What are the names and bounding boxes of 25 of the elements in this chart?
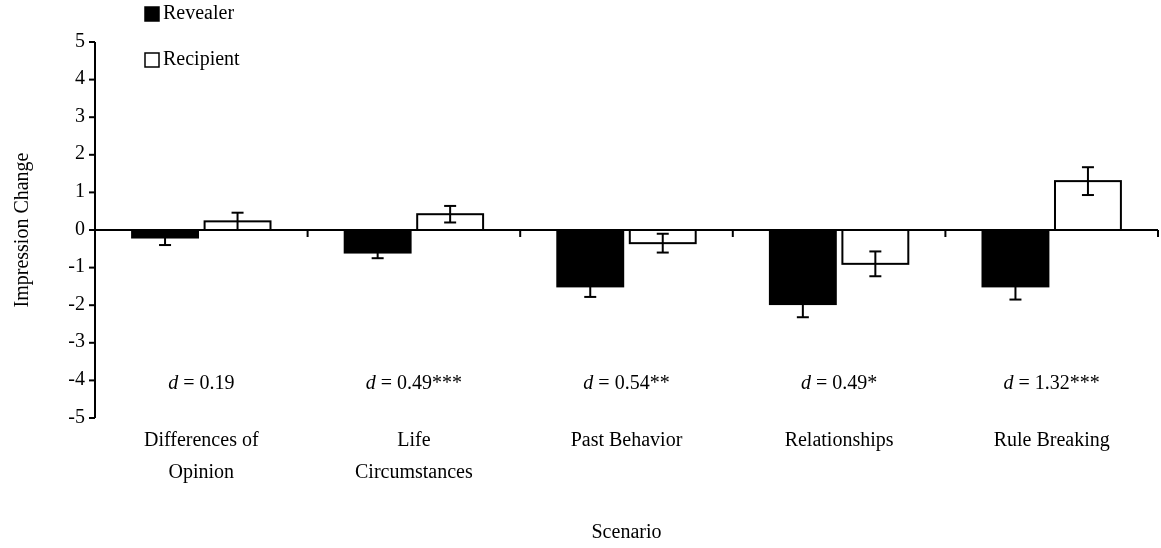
y-tick-label: 3 <box>75 103 85 126</box>
x-tick-label: Life Circumstances <box>355 428 473 482</box>
annotation: d = 0.49* <box>800 370 878 393</box>
annotation: d = 0.54** <box>583 370 670 393</box>
annotation: d = 1.32*** <box>1003 370 1100 393</box>
x-tick-label: Past Behavior <box>570 428 683 450</box>
y-tick-label: -1 <box>68 254 85 277</box>
legend-label: Recipient <box>163 46 241 70</box>
y-tick-label: -3 <box>68 329 85 352</box>
x-tick-label: Differences of Opinion <box>144 428 259 483</box>
legend-label: Revealer <box>163 0 235 23</box>
y-axis-title: Impression Change <box>10 152 33 308</box>
y-tick-label: 0 <box>75 216 85 239</box>
y-tick-label: 4 <box>75 66 85 89</box>
x-axis-title: Scenario <box>591 520 662 542</box>
y-tick-label: 5 <box>75 28 85 51</box>
y-tick-label: -2 <box>68 291 85 314</box>
y-tick-label: 2 <box>75 141 85 164</box>
annotation: d = 0.19 <box>168 370 235 393</box>
x-tick-label: Relationships <box>784 428 894 451</box>
annotation: d = 0.49*** <box>365 370 463 393</box>
y-tick-label: -5 <box>68 404 85 427</box>
y-tick-label: -4 <box>68 366 85 389</box>
y-tick-label: 1 <box>75 178 85 201</box>
x-tick-label: Rule Breaking <box>993 428 1110 451</box>
